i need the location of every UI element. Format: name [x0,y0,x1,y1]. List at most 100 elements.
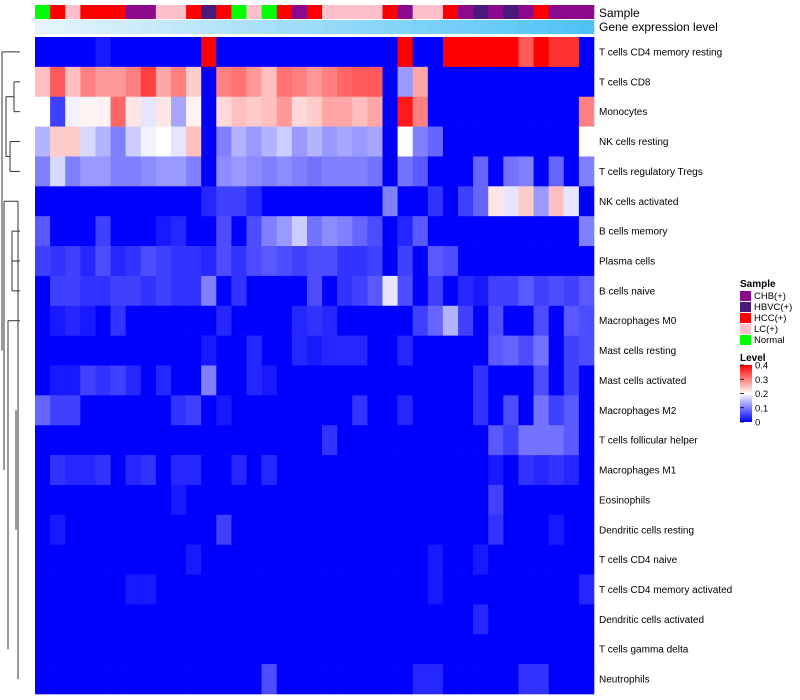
row-label: Macrophages M1 [599,466,677,477]
heatmap-cell [95,604,111,635]
sample-annotation-cell [140,5,157,19]
heatmap-cell [367,335,383,366]
heatmap-cell [563,574,580,605]
heatmap-cell [186,37,202,68]
heatmap-cell [170,335,187,366]
heatmap-cell [412,275,429,307]
heatmap-cell [442,544,459,575]
heatmap-cell [367,216,383,247]
sample-legend-label: HCC(+) [754,313,786,324]
gene-level-cell [503,20,519,34]
heatmap-cell [563,66,580,98]
heatmap-cell [170,246,187,277]
heatmap-cell [140,126,157,157]
heatmap-cell [306,216,323,247]
heatmap-cell [306,664,323,695]
heatmap-cell [533,574,549,605]
heatmap-cell [291,514,308,545]
heatmap-cell [306,484,323,516]
heatmap-cell [125,634,142,665]
heatmap-cell [50,96,66,127]
heatmap-cell [473,216,489,247]
gene-level-cell [548,20,565,34]
heatmap-cell [125,37,142,68]
sample-annotation-cell [397,5,414,19]
heatmap-cell [306,604,323,635]
heatmap-cell [518,365,534,396]
heatmap-cell [382,514,398,545]
heatmap-cell [427,604,444,635]
heatmap-cell [352,96,368,127]
heatmap-cell [397,395,414,426]
heatmap-cell [488,246,504,277]
gene-level-cell [231,20,247,34]
heatmap-cell [458,455,474,486]
heatmap-cell [231,514,247,545]
heatmap-cell [518,395,534,426]
heatmap-cell [382,335,398,366]
heatmap-cell [548,574,565,605]
gene-level-cell [170,20,187,34]
heatmap-cell [352,365,368,396]
heatmap-cell [35,664,51,695]
heatmap-cell [110,574,126,605]
heatmap-cell [186,664,202,695]
heatmap-cell [231,335,247,366]
heatmap-cell [65,216,81,247]
heatmap-cell [367,66,383,98]
heatmap-cell [442,574,459,605]
row-label: Dendritic cells resting [599,525,694,536]
heatmap-cell [291,484,308,516]
heatmap-cell [533,455,549,486]
heatmap-cell [246,664,262,695]
sample-annotation-cell [110,5,126,19]
heatmap-cell [95,216,111,247]
heatmap-cell [503,455,519,486]
heatmap-cell [125,66,142,98]
heatmap-cell [352,216,368,247]
heatmap-cell [231,246,247,277]
heatmap-cell [458,96,474,127]
heatmap-cell [140,66,157,98]
heatmap-cell [397,514,414,545]
gene-level-cell [50,20,66,34]
heatmap-cell [231,216,247,247]
heatmap-cell [322,66,338,98]
heatmap-cell [201,455,217,486]
heatmap-cell [35,156,51,187]
gene-level-cell [382,20,398,34]
heatmap-cell [186,126,202,157]
heatmap-cell [533,216,549,247]
heatmap-cell [246,66,262,98]
heatmap-cell [35,37,51,68]
heatmap-cell [322,604,338,635]
heatmap-cell [201,335,217,366]
heatmap-cell [563,664,580,695]
heatmap-cell [155,484,172,516]
heatmap-cell [186,335,202,366]
heatmap-cell [382,305,398,336]
heatmap-cell [382,96,398,127]
heatmap-cell [261,455,278,486]
heatmap-cell [140,664,157,695]
heatmap-cell [80,664,96,695]
heatmap-cell [548,186,565,217]
heatmap-cell [503,186,519,217]
heatmap-cell [578,246,595,277]
heatmap-cell [170,96,187,127]
heatmap-cell [95,305,111,336]
heatmap-cell [291,275,308,307]
heatmap-cell [50,514,66,545]
heatmap-cell [518,574,534,605]
heatmap-cell [35,574,51,605]
gene-level-cell [578,20,595,34]
heatmap-cell [125,425,142,456]
heatmap-cell [427,634,444,665]
heatmap-cell [246,604,262,635]
heatmap-cell [291,365,308,396]
heatmap-cell [322,664,338,695]
heatmap-cell [563,514,580,545]
heatmap-cell [80,246,96,277]
heatmap-cell [216,246,232,277]
heatmap-cell [578,96,595,127]
